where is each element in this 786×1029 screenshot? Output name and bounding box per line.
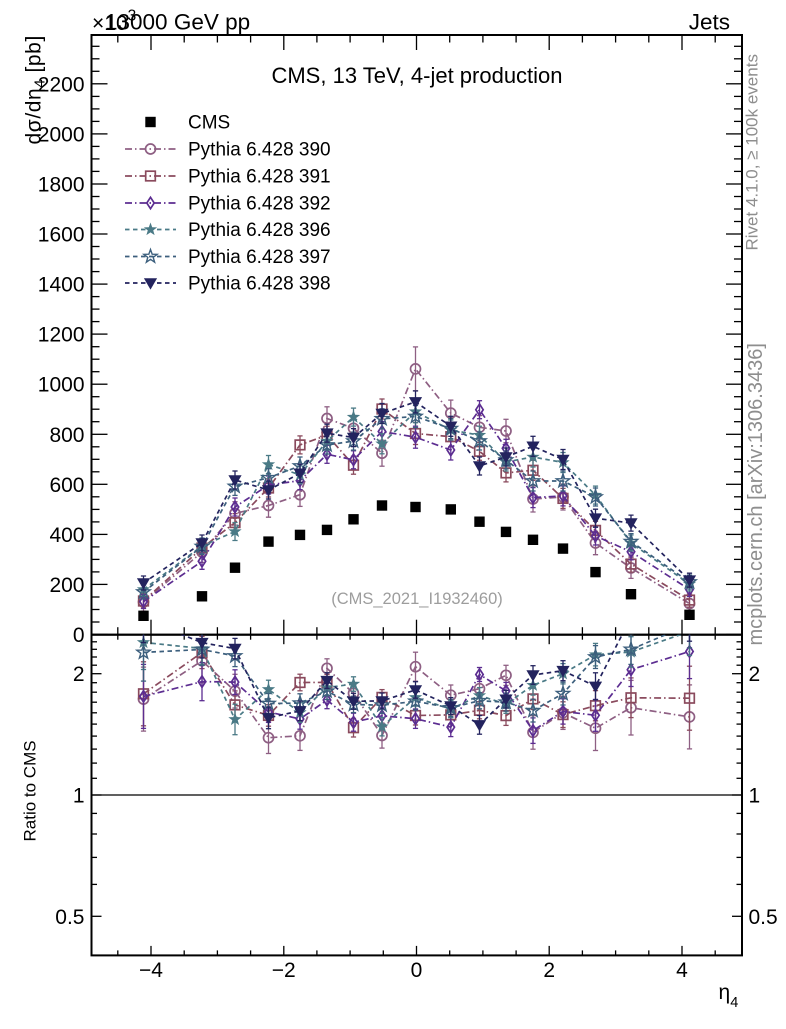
svg-text:Ratio to CMS: Ratio to CMS: [21, 740, 40, 841]
svg-text:Pythia 6.428 392: Pythia 6.428 392: [188, 194, 331, 215]
svg-text:400: 400: [49, 524, 84, 547]
svg-text:CMS: CMS: [188, 113, 230, 134]
svg-text:2: 2: [543, 959, 555, 982]
svg-text:0.5: 0.5: [55, 906, 84, 929]
svg-text:2: 2: [749, 663, 761, 686]
svg-text:Pythia 6.428 397: Pythia 6.428 397: [188, 247, 331, 268]
svg-text:Rivet 4.1.0, ≥ 100k events: Rivet 4.1.0, ≥ 100k events: [743, 54, 762, 250]
svg-text:1200: 1200: [38, 324, 85, 347]
svg-text:200: 200: [49, 574, 84, 597]
svg-text:1800: 1800: [38, 173, 85, 196]
svg-text:4: 4: [676, 959, 688, 982]
svg-text:dσ/dη4 [pb]: dσ/dη4 [pb]: [23, 35, 49, 144]
svg-text:0: 0: [411, 959, 423, 982]
svg-text:1400: 1400: [38, 274, 85, 297]
svg-text:Pythia 6.428 396: Pythia 6.428 396: [188, 220, 331, 241]
svg-text:Pythia 6.428 390: Pythia 6.428 390: [188, 140, 331, 161]
svg-text:800: 800: [49, 424, 84, 447]
svg-text:CMS, 13 TeV, 4-jet production: CMS, 13 TeV, 4-jet production: [271, 63, 562, 88]
svg-text:Pythia 6.428 391: Pythia 6.428 391: [188, 167, 331, 188]
svg-text:1000: 1000: [38, 374, 85, 397]
svg-text:0: 0: [73, 624, 85, 647]
svg-text:13000 GeV pp: 13000 GeV pp: [105, 10, 250, 35]
svg-text:−2: −2: [272, 959, 296, 982]
svg-text:2200: 2200: [38, 73, 85, 96]
svg-text:2: 2: [73, 663, 85, 686]
svg-text:Jets: Jets: [689, 9, 730, 34]
svg-text:1: 1: [73, 785, 85, 808]
svg-text:mcplots.cern.ch [arXiv:1306.34: mcplots.cern.ch [arXiv:1306.3436]: [745, 343, 767, 645]
svg-text:1600: 1600: [38, 224, 85, 247]
svg-text:Pythia 6.428 398: Pythia 6.428 398: [188, 274, 331, 295]
svg-text:0.5: 0.5: [749, 906, 778, 929]
svg-text:600: 600: [49, 474, 84, 497]
svg-text:1: 1: [749, 785, 761, 808]
svg-text:−4: −4: [139, 959, 163, 982]
svg-text:2000: 2000: [38, 123, 85, 146]
svg-text:(CMS_2021_I1932460): (CMS_2021_I1932460): [331, 590, 503, 608]
